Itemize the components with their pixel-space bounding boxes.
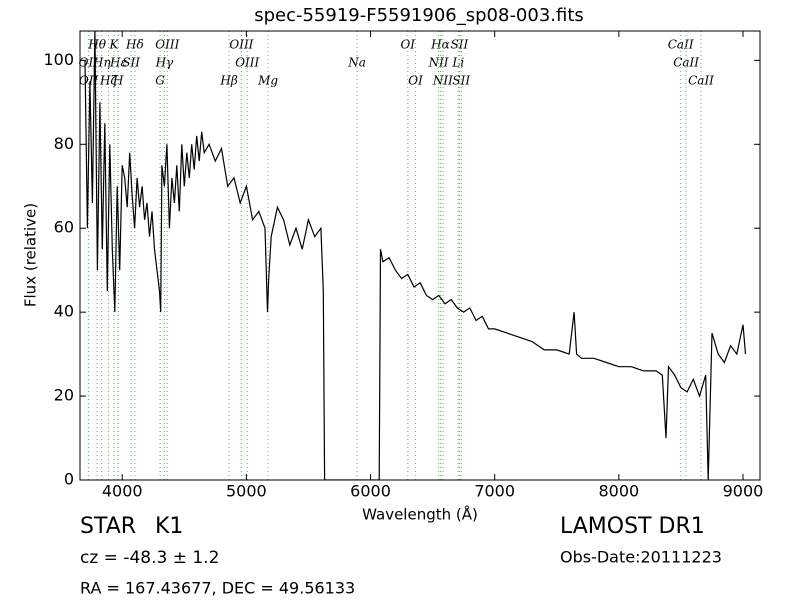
plot-frame: [79, 30, 761, 481]
spectral-line-label: Hα: [430, 38, 450, 52]
spectral-line-label: OI: [408, 74, 423, 88]
x-tick-label: 4000: [102, 482, 143, 501]
spectral-line-label: CaII: [688, 74, 714, 88]
spectral-class: K1: [155, 514, 183, 539]
spectral-line-label: Hε: [109, 56, 127, 70]
spectral-line-label: Hγ: [155, 56, 174, 70]
spectral-line-label: SII: [452, 74, 470, 88]
object-type: STAR: [80, 514, 136, 539]
spectral-line-label: H: [112, 74, 124, 88]
x-axis-label: Wavelength (Å): [362, 505, 478, 524]
spectral-line-label: K: [109, 38, 120, 52]
spectral-line-label: SII: [122, 56, 140, 70]
spectral-line-label: Li: [451, 56, 464, 70]
spectral-line-label: Na: [347, 56, 366, 70]
spectral-line-label: OIII: [235, 56, 259, 70]
spectral-line-label: CaII: [668, 38, 694, 52]
spectral-line-label: Hθ: [87, 38, 106, 52]
x-tick-label: 9000: [723, 482, 764, 501]
spectral-line-label: Mg: [257, 74, 278, 88]
spectral-line-label: CaII: [673, 56, 699, 70]
spectral-line-label: NII: [432, 74, 453, 88]
coordinates: RA = 167.43677, DEC = 49.56133: [80, 579, 355, 598]
y-tick-label: 80: [54, 134, 74, 153]
obs-date: Obs-Date:20111223: [560, 548, 722, 567]
spectral-line-label: OI: [400, 38, 415, 52]
x-tick-label: 5000: [226, 482, 267, 501]
spectral-line-label: NII: [428, 56, 449, 70]
spectral-line-label: Hβ: [219, 74, 237, 88]
y-tick-label: 100: [43, 50, 74, 69]
y-tick-label: 60: [54, 218, 74, 237]
spectral-line-label: Hη: [92, 56, 111, 70]
spectral-line-label: Hδ: [125, 38, 144, 52]
spectral-line-label: OIII: [229, 38, 253, 52]
spectrum: [84, 31, 747, 480]
spectral-line-label: G: [155, 74, 165, 88]
spectral-line-label: OIII: [155, 38, 179, 52]
y-axis-label: Flux (relative): [22, 203, 40, 307]
survey: LAMOST DR1: [560, 514, 705, 539]
spectral-line-label: OII: [79, 56, 99, 70]
spectral-line-label: SII: [451, 38, 469, 52]
spectral-line-label: Hζ: [99, 74, 118, 88]
chart-title: spec-55919-F5591906_sp08-003.fits: [254, 5, 584, 26]
y-tick-label: 0: [64, 470, 74, 489]
x-tick-label: 8000: [598, 482, 639, 501]
y-tick-label: 40: [54, 302, 74, 321]
redshift: cz = -48.3 ± 1.2: [80, 548, 219, 568]
x-tick-label: 7000: [474, 482, 515, 501]
x-tick-label: 6000: [350, 482, 391, 501]
y-tick-label: 20: [54, 386, 74, 405]
